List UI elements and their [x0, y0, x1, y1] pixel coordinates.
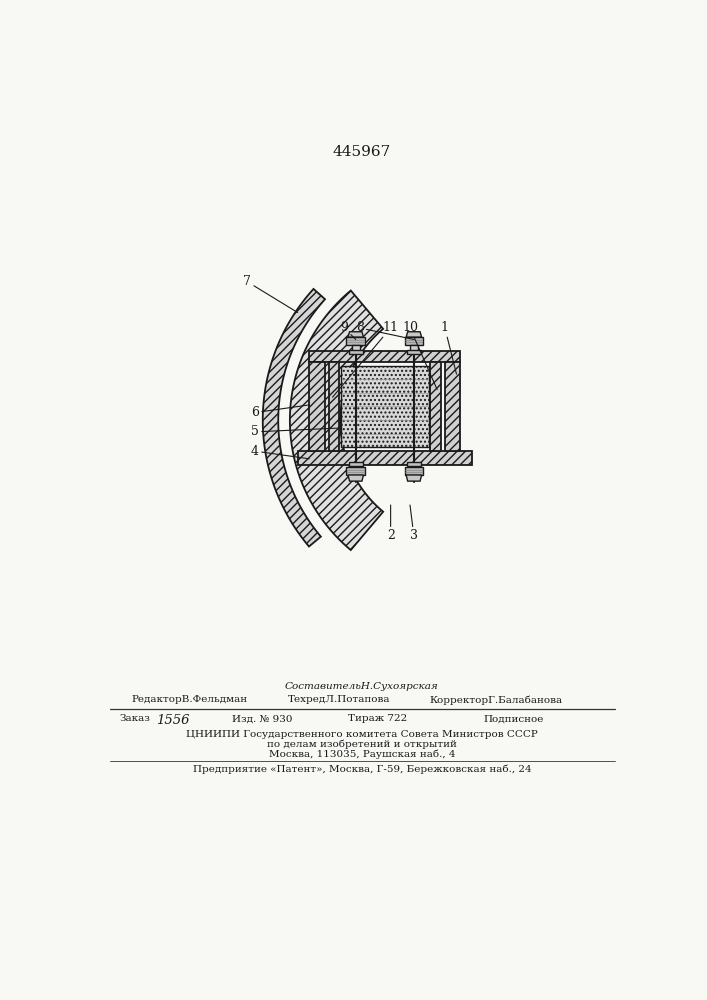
Text: Заказ: Заказ [119, 714, 151, 723]
Bar [329, 362, 339, 451]
Text: 1: 1 [441, 321, 457, 374]
Bar [407, 462, 421, 466]
Text: РедакторВ.Фельдман: РедакторВ.Фельдман [131, 695, 247, 704]
Polygon shape [263, 289, 325, 547]
Text: по делам изобретений и открытий: по делам изобретений и открытий [267, 740, 457, 749]
Text: 445967: 445967 [333, 145, 391, 159]
Bar [341, 366, 428, 447]
Bar [309, 351, 460, 362]
Bar [352, 345, 360, 351]
Text: КорректорГ.Балабанова: КорректорГ.Балабанова [429, 695, 563, 705]
Text: Изд. № 930: Изд. № 930 [232, 714, 292, 723]
Bar [349, 350, 363, 354]
Polygon shape [406, 332, 421, 337]
Bar [404, 467, 423, 475]
Text: Москва, 113035, Раушская наб., 4: Москва, 113035, Раушская наб., 4 [269, 750, 455, 759]
Text: 11: 11 [332, 321, 399, 397]
Text: Тираж 722: Тираж 722 [348, 714, 407, 723]
Polygon shape [348, 475, 363, 481]
Polygon shape [406, 475, 421, 481]
Bar [298, 451, 472, 465]
Polygon shape [290, 291, 383, 550]
Bar [309, 362, 325, 451]
Text: Подписное: Подписное [484, 714, 544, 723]
Bar [346, 467, 365, 475]
Text: СоставительН.Сухоярская: СоставительН.Сухоярская [285, 682, 439, 691]
Text: 7: 7 [243, 275, 298, 312]
Text: 2: 2 [387, 505, 395, 542]
Bar [430, 362, 441, 451]
Text: ТехредЛ.Потапова: ТехредЛ.Потапова [288, 695, 391, 704]
Bar [346, 337, 365, 345]
Bar [349, 462, 363, 466]
Text: 5: 5 [251, 425, 340, 438]
Text: 8: 8 [356, 321, 414, 339]
Text: Предприятие «Патент», Москва, Г-59, Бережковская наб., 24: Предприятие «Патент», Москва, Г-59, Бере… [192, 764, 531, 774]
Bar [407, 350, 421, 354]
Text: 6: 6 [251, 405, 309, 419]
Bar [445, 362, 460, 451]
Bar [410, 345, 418, 351]
Text: 10: 10 [402, 321, 437, 389]
Text: 9: 9 [340, 321, 356, 339]
Text: 4: 4 [251, 445, 309, 459]
Bar [404, 337, 423, 345]
Text: 3: 3 [410, 505, 418, 542]
Polygon shape [348, 332, 363, 337]
Text: 1556: 1556 [156, 714, 190, 727]
Text: ЦНИИПИ Государственного комитета Совета Министров СССР: ЦНИИПИ Государственного комитета Совета … [186, 730, 538, 739]
